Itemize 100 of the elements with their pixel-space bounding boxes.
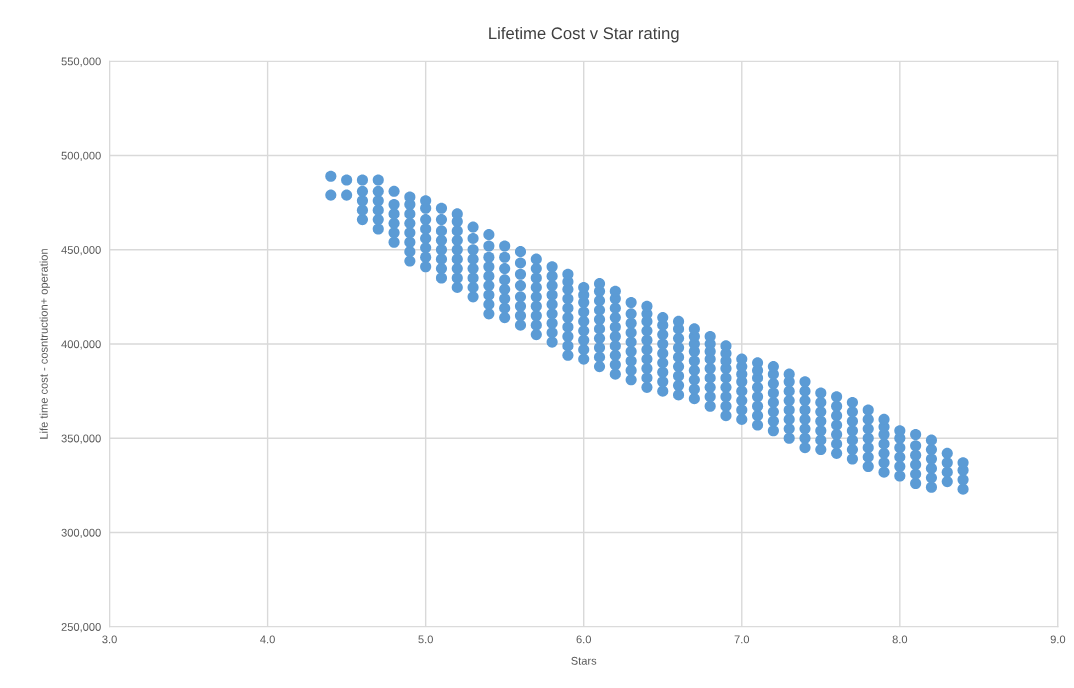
point [894, 442, 906, 454]
point [546, 280, 558, 292]
point [530, 329, 542, 341]
y-tick-label: 400,000 [61, 340, 101, 350]
point [404, 246, 416, 258]
point [341, 174, 353, 186]
point [673, 342, 685, 354]
point [752, 419, 764, 431]
point [420, 251, 432, 263]
point [846, 406, 858, 418]
point [451, 263, 463, 275]
point [925, 444, 937, 456]
point [688, 364, 700, 376]
point [514, 280, 527, 292]
point [356, 174, 368, 186]
point [530, 272, 542, 284]
point [688, 355, 700, 367]
point [578, 344, 590, 356]
y-tick-label: 450,000 [61, 246, 101, 256]
point [514, 310, 527, 322]
point [673, 332, 685, 344]
y-tick-label: 300,000 [61, 528, 101, 538]
point [609, 312, 621, 324]
point [609, 349, 621, 361]
point [530, 319, 542, 331]
point [862, 442, 874, 454]
point [641, 344, 653, 356]
point [325, 189, 337, 201]
point [593, 295, 606, 307]
point [925, 434, 937, 446]
point [862, 413, 874, 425]
point [783, 413, 795, 425]
point [435, 214, 448, 226]
point [767, 425, 779, 437]
point [673, 370, 685, 382]
chart-title: Lifetime Cost v Star rating [489, 26, 679, 43]
point [593, 304, 606, 316]
point [657, 366, 669, 378]
point [546, 336, 558, 348]
point [372, 185, 384, 197]
point [372, 174, 384, 186]
point [625, 296, 637, 309]
point [562, 349, 574, 361]
point [467, 221, 479, 233]
point [451, 272, 463, 284]
point [799, 376, 811, 388]
point [657, 376, 669, 388]
point [767, 378, 779, 390]
point [941, 447, 953, 459]
y-tick-label: 350,000 [61, 434, 101, 444]
point [514, 257, 527, 269]
point [593, 361, 606, 373]
point [483, 251, 495, 263]
point [657, 357, 669, 369]
point [499, 293, 511, 305]
point [783, 395, 795, 407]
point [499, 274, 511, 286]
point [593, 323, 606, 335]
point [783, 423, 795, 435]
point [846, 453, 858, 465]
point [688, 374, 700, 386]
point [546, 327, 558, 339]
point [894, 451, 906, 463]
point [514, 319, 527, 331]
point [483, 229, 495, 241]
point [451, 234, 463, 246]
point [609, 368, 621, 380]
point [420, 261, 432, 273]
point [546, 261, 558, 273]
point [593, 332, 606, 344]
point [767, 387, 779, 399]
point [341, 189, 353, 201]
point [514, 300, 527, 312]
point [562, 312, 574, 324]
point [720, 410, 732, 422]
x-tick-label: 4.0 [260, 635, 275, 644]
point [356, 204, 368, 216]
point [467, 263, 479, 275]
point [910, 459, 922, 471]
point [467, 244, 479, 256]
point [862, 423, 874, 435]
point [530, 310, 542, 322]
point [846, 444, 858, 456]
point [688, 393, 700, 405]
point [435, 272, 448, 284]
point [688, 383, 700, 395]
point [404, 227, 416, 239]
point [578, 281, 590, 293]
point [435, 253, 448, 265]
y-tick-label: 500,000 [61, 151, 101, 161]
point [546, 317, 558, 329]
point [578, 353, 590, 365]
point [451, 253, 463, 265]
point [862, 404, 874, 416]
point [815, 415, 827, 427]
point [831, 391, 843, 403]
point [720, 381, 732, 393]
point [578, 325, 590, 337]
point [736, 385, 748, 397]
point [799, 413, 811, 425]
